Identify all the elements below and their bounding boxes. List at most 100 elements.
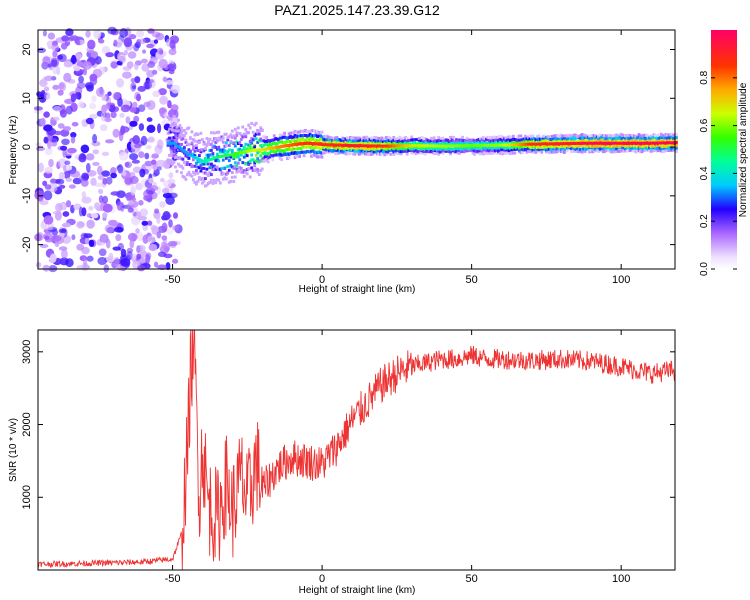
- spectrogram-ridge-cell: [616, 139, 620, 143]
- spectrogram-ridge-cell: [392, 138, 396, 142]
- spectrogram-ridge-cell: [256, 170, 260, 174]
- spectrogram-ridge-cell: [293, 156, 297, 160]
- spectrogram-ridge-cell: [645, 146, 648, 150]
- spectrogram-ridge-cell: [532, 146, 536, 150]
- spectrogram-ridge-cell: [642, 147, 645, 151]
- spectrogram-noise-cell: [98, 195, 104, 204]
- spectrogram-ridge-core: [489, 143, 493, 147]
- spectrogram-ridge-cell: [530, 145, 533, 149]
- spectrogram-noise-cell: [133, 115, 140, 123]
- spectrogram-ridge-cell: [215, 139, 219, 143]
- spectrogram-ridge-cell: [446, 147, 449, 151]
- spectrogram-ridge-core: [196, 157, 200, 161]
- spectrogram-noise-cell: [156, 231, 162, 239]
- spectrogram-ridge-core: [553, 142, 557, 146]
- spectrogram-ridge-cell: [438, 150, 442, 154]
- spectrogram-ridge-cell: [501, 139, 505, 143]
- spectrogram-ridge-cell: [365, 139, 369, 143]
- spectrogram-ridge-cell: [190, 174, 194, 178]
- spectrogram-ridge-cell: [193, 154, 197, 158]
- spectrogram-ridge-cell: [171, 146, 174, 150]
- spectrogram-ridge-cell: [386, 139, 390, 143]
- spectrogram-ridge-cell: [317, 134, 321, 138]
- spectrogram-ridge-cell: [265, 154, 269, 158]
- spectrogram-noise-cell: [137, 85, 146, 92]
- spectrogram-noise-cell: [131, 101, 138, 109]
- spectrogram-ridge-cell: [305, 149, 309, 153]
- spectrogram-ridge-cell: [411, 140, 415, 144]
- spectrogram-ridge-cell: [346, 136, 349, 140]
- spectrogram-ridge-cell: [636, 150, 639, 154]
- spectrogram-ridge-cell: [358, 148, 361, 152]
- spectrogram-ridge-cell: [256, 130, 260, 134]
- spectrogram-ridge-core: [470, 144, 473, 148]
- spectrogram-ridge-cell: [655, 136, 659, 140]
- spectrogram-ridge-core: [260, 148, 264, 152]
- spectrogram-ridge-core: [217, 155, 221, 159]
- spectrogram-ridge-cell: [672, 148, 675, 152]
- spectrogram-ridge-cell: [393, 151, 397, 155]
- spectrogram-noise-cell: [62, 148, 68, 158]
- spectrogram-ridge-cell: [298, 139, 301, 143]
- spectrogram-ridge-core: [591, 141, 595, 145]
- spectrogram-ridge-cell: [509, 135, 512, 139]
- spectrogram-ridge-core: [195, 156, 198, 160]
- spectrogram-ridge-core: [221, 154, 225, 158]
- spectrogram-ridge-cell: [280, 140, 283, 144]
- spectrogram-ridge-cell: [425, 138, 429, 142]
- spectrogram-ridge-cell: [259, 126, 263, 130]
- spectrogram-ridge-cell: [352, 139, 355, 143]
- spectrogram-ridge-core: [631, 141, 635, 145]
- spectrogram-ridge-core: [482, 143, 485, 147]
- spectrogram-ridge-cell: [528, 147, 532, 151]
- spectrogram-ridge-cell: [378, 141, 382, 145]
- spectrogram-ridge-cell: [186, 142, 189, 146]
- spectrogram-ridge-cell: [287, 147, 291, 151]
- spectrogram-ridge-cell: [555, 137, 559, 141]
- spectrogram-ridge-cell: [384, 141, 388, 145]
- spectrogram-ridge-cell: [259, 144, 263, 147]
- spectrogram-ridge-cell: [174, 165, 177, 169]
- spectrogram-ridge-core: [431, 144, 435, 148]
- spectrogram-ridge-cell: [293, 147, 297, 151]
- spectrogram-ridge-cell: [411, 138, 415, 142]
- spectrogram-ridge-cell: [639, 145, 642, 148]
- spectrogram-ridge-cell: [408, 138, 412, 142]
- spectrogram-ridge-cell: [374, 150, 378, 154]
- spectrogram-ridge-cell: [390, 140, 394, 144]
- spectrogram-noise-cell: [60, 42, 68, 50]
- spectrogram-ridge-cell: [248, 139, 252, 143]
- spectrogram-ridge-cell: [429, 146, 433, 150]
- spectrogram-noise-cell: [147, 235, 156, 244]
- spectrogram-noise-cell: [42, 30, 48, 37]
- spectrogram-ridge-cell: [648, 148, 651, 152]
- spectrogram-ridge-cell: [295, 135, 298, 139]
- spectrogram-ridge-cell: [589, 139, 593, 143]
- spectrogram-noise-cell: [157, 251, 167, 258]
- spectrogram-ridge-cell: [169, 124, 173, 128]
- spectrogram-noise-cell: [146, 117, 153, 122]
- spectrogram-ridge-cell: [642, 144, 645, 148]
- spectrogram-ridge-cell: [356, 149, 360, 153]
- spectrogram-ridge-cell: [224, 177, 228, 181]
- spectrogram-ridge-cell: [513, 145, 517, 149]
- spectrogram-ridge-cell: [649, 136, 653, 140]
- spectrogram-noise-cell: [37, 47, 46, 53]
- spectrogram-ridge-cell: [383, 153, 387, 157]
- spectrogram-ridge-cell: [381, 150, 385, 154]
- spectrogram-noise-cell: [52, 105, 62, 112]
- spectrogram-ridge-cell: [370, 138, 373, 142]
- spectrogram-ridge-cell: [591, 145, 595, 149]
- spectrogram-ridge-cell: [372, 150, 376, 154]
- spectrogram-ridge-cell: [251, 138, 255, 142]
- spectrogram-ridge-cell: [438, 147, 442, 151]
- spectrogram-ridge-cell: [377, 152, 381, 156]
- spectrogram-ridge-cell: [344, 140, 348, 144]
- spectrogram-noise-cell: [98, 39, 105, 44]
- spectrogram-ridge-cell: [640, 134, 644, 138]
- spectrogram-ridge-cell: [274, 150, 278, 154]
- spectrogram-ridge-core: [181, 148, 185, 152]
- spectrogram-ridge-core: [422, 144, 426, 148]
- spectrogram-ridge-cell: [214, 159, 218, 163]
- spectrogram-ridge-cell: [178, 133, 182, 137]
